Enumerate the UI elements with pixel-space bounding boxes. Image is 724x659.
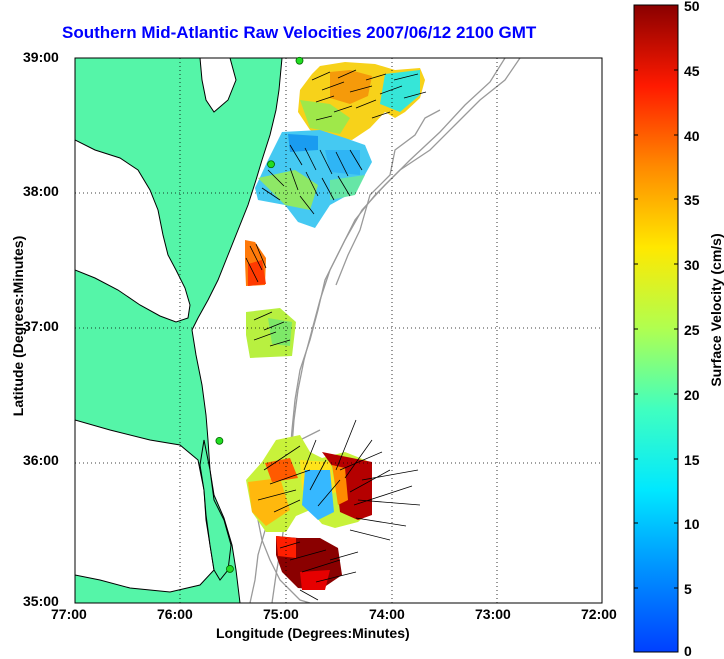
velocity-vectors — [245, 69, 427, 601]
x-tick-label: 74:00 — [369, 606, 405, 622]
bathymetry-contours — [249, 58, 521, 603]
delaware-bay — [199, 58, 237, 113]
colorbar-tick-label: 15 — [684, 452, 700, 468]
x-tick-label: 76:00 — [157, 606, 193, 622]
radar-station-marker — [267, 160, 275, 169]
chesapeake-bay — [75, 139, 191, 323]
radar-station-marker — [215, 436, 224, 445]
radar-station-marker — [295, 56, 304, 65]
colorbar-tick-label: 45 — [684, 63, 700, 79]
colorbar-tick-label: 50 — [684, 0, 700, 14]
y-tick-label: 38:00 — [23, 183, 59, 199]
colorbar-tick-label: 20 — [684, 387, 700, 403]
colorbar-tick-label: 25 — [684, 322, 700, 338]
colorbar-tick-label: 35 — [684, 192, 700, 208]
x-tick-label: 77:00 — [51, 606, 87, 622]
map-title: Southern Mid-Atlantic Raw Velocities 200… — [62, 23, 537, 42]
x-tick-label: 75:00 — [263, 606, 299, 622]
y-tick-label: 39:00 — [23, 49, 59, 65]
velocity-field — [245, 62, 425, 590]
x-axis-label: Longitude (Degrees:Minutes) — [216, 625, 410, 641]
outer-banks — [199, 439, 232, 581]
colorbar-tick-label: 0 — [684, 643, 692, 659]
colorbar-tick-label: 5 — [684, 581, 692, 597]
radar-station-marker — [226, 565, 234, 573]
colorbar-tick-label: 40 — [684, 128, 700, 144]
y-tick-label: 37:00 — [23, 318, 59, 334]
plot-frame — [74, 57, 603, 604]
colorbar-ticks — [634, 69, 678, 589]
colorbar — [633, 4, 679, 653]
grid — [75, 58, 602, 603]
x-tick-label: 72:00 — [581, 606, 617, 622]
y-tick-label: 36:00 — [23, 452, 59, 468]
colorbar-tick-label: 30 — [684, 257, 700, 273]
y-tick-label: 35:00 — [23, 593, 59, 609]
x-tick-label: 73:00 — [475, 606, 511, 622]
colorbar-tick-label: 10 — [684, 516, 700, 532]
